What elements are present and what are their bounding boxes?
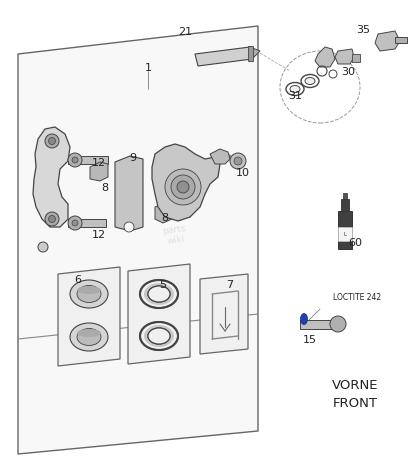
Ellipse shape (289, 86, 299, 93)
Text: parts
wiki: parts wiki (162, 223, 188, 246)
Bar (342, 194, 346, 199)
Polygon shape (249, 48, 259, 60)
Text: 35: 35 (355, 25, 369, 35)
Text: 7: 7 (226, 279, 233, 289)
Ellipse shape (147, 328, 170, 344)
Polygon shape (18, 27, 257, 454)
Polygon shape (152, 145, 219, 221)
Bar (351, 55, 359, 63)
Ellipse shape (304, 79, 314, 85)
Text: 8: 8 (101, 183, 108, 193)
Bar (68, 157, 108, 165)
Polygon shape (199, 275, 247, 354)
Ellipse shape (144, 325, 173, 347)
Circle shape (48, 138, 55, 145)
Text: 60: 60 (347, 238, 361, 248)
Circle shape (72, 220, 78, 227)
Bar (247, 47, 252, 62)
Circle shape (38, 242, 48, 252)
Bar (337, 228, 351, 241)
Polygon shape (209, 149, 230, 165)
Bar (340, 199, 348, 211)
Polygon shape (33, 128, 70, 228)
Ellipse shape (70, 323, 108, 351)
Text: 10: 10 (235, 168, 249, 178)
Text: 12: 12 (92, 158, 106, 168)
Polygon shape (90, 163, 108, 182)
Ellipse shape (300, 314, 307, 325)
Polygon shape (374, 32, 399, 52)
Circle shape (72, 158, 78, 164)
Text: 9: 9 (129, 153, 136, 163)
Bar (299, 320, 341, 329)
Text: 31: 31 (287, 91, 301, 101)
Ellipse shape (147, 287, 170, 302)
Text: 6: 6 (74, 275, 81, 284)
Ellipse shape (70, 280, 108, 308)
Circle shape (165, 169, 201, 206)
Ellipse shape (77, 329, 101, 346)
Polygon shape (314, 48, 334, 68)
Circle shape (233, 158, 242, 166)
Ellipse shape (77, 286, 101, 303)
Polygon shape (58, 268, 120, 366)
Circle shape (124, 223, 134, 232)
Polygon shape (195, 48, 252, 67)
Bar (68, 219, 106, 228)
Polygon shape (154, 204, 171, 224)
Text: L: L (343, 232, 346, 237)
Circle shape (171, 176, 195, 199)
Polygon shape (334, 50, 353, 65)
Text: 1: 1 (144, 63, 151, 73)
Ellipse shape (77, 287, 101, 294)
Circle shape (45, 135, 59, 149)
Polygon shape (115, 157, 142, 231)
Bar (394, 38, 406, 44)
Text: 30: 30 (340, 67, 354, 77)
Text: VORNE
FRONT: VORNE FRONT (331, 379, 377, 410)
Circle shape (48, 216, 55, 223)
Circle shape (177, 182, 189, 194)
Polygon shape (128, 265, 190, 364)
Text: 15: 15 (302, 334, 316, 344)
Ellipse shape (77, 329, 101, 337)
Text: LOCTITE 242: LOCTITE 242 (332, 293, 380, 302)
Text: 8: 8 (161, 213, 168, 223)
Text: 12: 12 (92, 229, 106, 239)
Ellipse shape (144, 283, 173, 306)
Circle shape (45, 213, 59, 227)
Bar (337, 211, 351, 249)
Circle shape (68, 217, 82, 230)
Circle shape (68, 154, 82, 168)
Circle shape (230, 154, 245, 169)
Text: 5: 5 (159, 279, 166, 289)
Circle shape (329, 317, 345, 332)
Text: 21: 21 (178, 27, 192, 37)
